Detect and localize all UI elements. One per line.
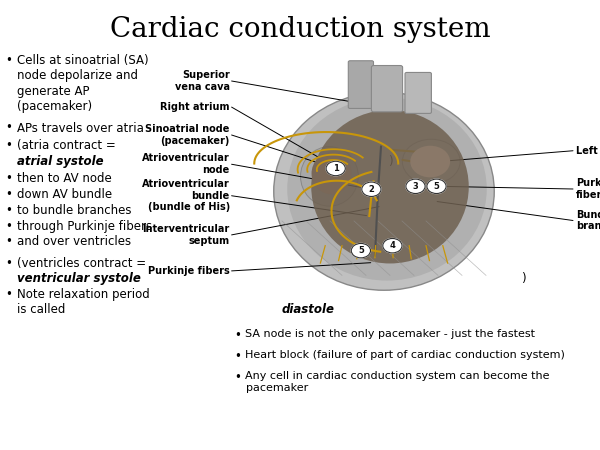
Text: Purkinje fibers: Purkinje fibers — [148, 266, 230, 276]
Circle shape — [352, 243, 371, 258]
Text: Sinoatrial node
(pacemaker): Sinoatrial node (pacemaker) — [145, 124, 230, 146]
FancyBboxPatch shape — [348, 61, 374, 108]
Text: Note relaxation period: Note relaxation period — [17, 288, 149, 301]
Circle shape — [427, 179, 446, 194]
Text: 3: 3 — [413, 182, 418, 191]
Text: 5: 5 — [358, 246, 364, 255]
Text: •: • — [5, 235, 11, 248]
Text: is called: is called — [17, 303, 69, 316]
Text: APs travels over atria: APs travels over atria — [17, 122, 143, 135]
Text: •: • — [5, 288, 11, 301]
Ellipse shape — [274, 92, 494, 290]
Text: down AV bundle: down AV bundle — [17, 188, 112, 201]
Circle shape — [362, 182, 381, 197]
Text: generate AP: generate AP — [17, 85, 89, 98]
Text: to bundle branches: to bundle branches — [17, 204, 131, 217]
Circle shape — [383, 238, 402, 253]
Text: Superior
vena cava: Superior vena cava — [175, 70, 230, 92]
Ellipse shape — [311, 153, 352, 194]
Text: (ventricles contract =: (ventricles contract = — [17, 256, 146, 270]
Text: ): ) — [388, 155, 393, 168]
Text: •: • — [234, 371, 241, 384]
Text: (atria contract =: (atria contract = — [17, 140, 116, 153]
Text: 5: 5 — [434, 182, 439, 191]
FancyBboxPatch shape — [405, 72, 431, 113]
Text: Purkinje
fibers: Purkinje fibers — [576, 178, 600, 200]
Text: Any cell in cardiac conduction system can become the: Any cell in cardiac conduction system ca… — [245, 371, 550, 381]
Text: •: • — [5, 172, 11, 185]
Text: and over ventricles: and over ventricles — [17, 235, 131, 248]
Text: node depolarize and: node depolarize and — [17, 69, 138, 82]
FancyBboxPatch shape — [371, 66, 403, 112]
Text: Cells at sinoatrial (SA): Cells at sinoatrial (SA) — [17, 54, 148, 67]
Text: Left atrium: Left atrium — [576, 146, 600, 156]
Text: Bundle
branches: Bundle branches — [576, 210, 600, 231]
Text: •: • — [5, 204, 11, 217]
Text: Right atrium: Right atrium — [160, 102, 230, 112]
Circle shape — [406, 179, 425, 194]
Text: Interventricular
septum: Interventricular septum — [143, 224, 230, 246]
Text: •: • — [5, 122, 11, 135]
Text: •: • — [234, 329, 241, 342]
Text: •: • — [5, 140, 11, 153]
Text: through Purkinje fibers: through Purkinje fibers — [17, 220, 152, 233]
Ellipse shape — [403, 140, 460, 184]
Text: diastole: diastole — [282, 303, 335, 316]
Text: Atrioventricular
node: Atrioventricular node — [142, 153, 230, 175]
Text: atrial systole: atrial systole — [17, 155, 103, 168]
Text: then to AV node: then to AV node — [17, 172, 112, 185]
Text: ventricular systole: ventricular systole — [17, 272, 140, 285]
Text: ): ) — [521, 272, 526, 285]
Text: Heart block (failure of part of cardiac conduction system): Heart block (failure of part of cardiac … — [245, 350, 565, 360]
Text: •: • — [5, 54, 11, 67]
Text: •: • — [5, 256, 11, 270]
Text: •: • — [5, 220, 11, 233]
Ellipse shape — [301, 147, 358, 206]
Text: SA node is not the only pacemaker - just the fastest: SA node is not the only pacemaker - just… — [245, 329, 535, 339]
Text: 2: 2 — [368, 185, 374, 194]
Circle shape — [326, 161, 346, 176]
Ellipse shape — [287, 98, 487, 281]
Text: Atrioventricular
bundle
(bundle of His): Atrioventricular bundle (bundle of His) — [142, 179, 230, 212]
Ellipse shape — [311, 110, 469, 264]
Text: 1: 1 — [333, 164, 338, 173]
Text: Cardiac conduction system: Cardiac conduction system — [110, 16, 490, 43]
Text: (pacemaker): (pacemaker) — [17, 100, 92, 113]
Text: 4: 4 — [389, 241, 395, 250]
Ellipse shape — [410, 146, 450, 177]
Text: •: • — [234, 350, 241, 363]
Text: •: • — [5, 188, 11, 201]
Text: pacemaker: pacemaker — [246, 383, 308, 393]
